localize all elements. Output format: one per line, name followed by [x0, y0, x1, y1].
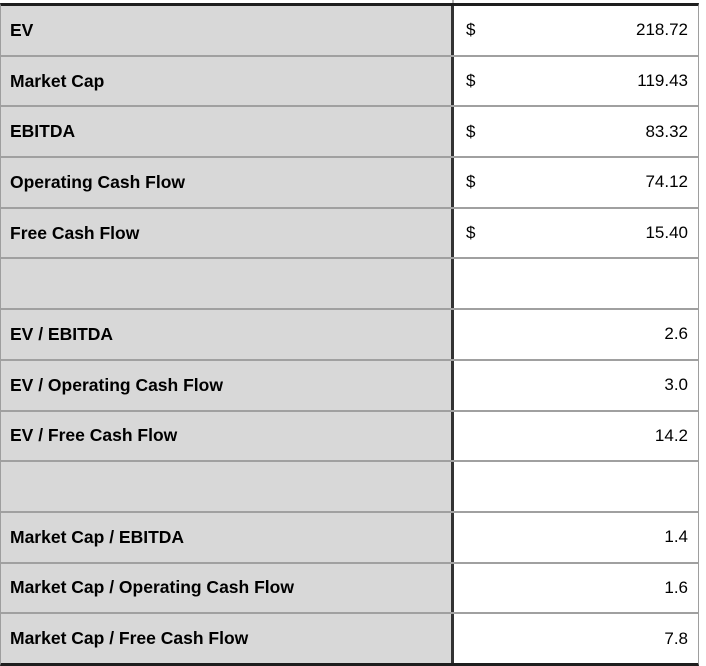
metric-label-cell[interactable]: EV / EBITDA: [1, 310, 451, 359]
metric-label: EV / Operating Cash Flow: [10, 374, 223, 395]
column-divider-notch: [452, 0, 454, 3]
metric-label-cell[interactable]: EBITDA: [1, 107, 451, 157]
metric-value: 1.4: [664, 527, 688, 547]
currency-symbol: $: [466, 71, 476, 91]
table-row: EV / EBITDA 2.6: [1, 310, 698, 361]
currency-symbol: $: [466, 121, 476, 141]
currency-symbol: $: [466, 172, 476, 192]
metric-label-cell[interactable]: Market Cap: [1, 56, 451, 106]
metric-value-cell[interactable]: $74.12: [451, 158, 698, 207]
metric-label: Market Cap: [10, 70, 105, 91]
metric-value-cell[interactable]: $119.43: [451, 56, 698, 106]
metric-label: Market Cap / Operating Cash Flow: [10, 577, 294, 598]
metric-value-cell[interactable]: [451, 462, 698, 511]
metric-value-cell[interactable]: $83.32: [451, 107, 698, 157]
metrics-table: EV $218.72 Market Cap $119.43 EBITDA $83.32 Op…: [0, 3, 699, 666]
metric-value-cell[interactable]: 1.4: [451, 512, 698, 562]
metric-value: 2.6: [664, 324, 688, 344]
metric-label-cell[interactable]: [1, 259, 451, 309]
table-row: Market Cap $119.43: [1, 56, 698, 108]
metric-label-cell[interactable]: [1, 462, 451, 511]
metric-value-cell[interactable]: $15.40: [451, 208, 698, 258]
metric-value: 15.40: [645, 223, 688, 243]
metric-label: EV / Free Cash Flow: [10, 425, 178, 446]
metric-label: Market Cap / EBITDA: [10, 526, 185, 547]
currency-symbol: $: [466, 223, 476, 243]
table-row: EV $218.72: [1, 6, 698, 57]
spacer-row: [1, 462, 698, 513]
metric-label: Market Cap / Free Cash Flow: [10, 628, 249, 649]
metric-value: 7.8: [664, 628, 688, 648]
metric-label-cell[interactable]: Operating Cash Flow: [1, 158, 451, 207]
currency-symbol: $: [466, 20, 476, 40]
metric-label-cell[interactable]: EV: [1, 6, 451, 55]
metric-label: EBITDA: [10, 121, 76, 142]
metric-value: 3.0: [664, 375, 688, 395]
metric-value-cell[interactable]: 1.6: [451, 563, 698, 613]
metric-value: 74.12: [645, 172, 688, 192]
metric-value-cell[interactable]: 14.2: [451, 411, 698, 461]
metric-value-cell[interactable]: 2.6: [451, 310, 698, 359]
table-row: EV / Free Cash Flow 14.2: [1, 411, 698, 463]
metric-value-cell[interactable]: 3.0: [451, 360, 698, 410]
table-row: Operating Cash Flow $74.12: [1, 158, 698, 209]
metric-label-cell[interactable]: Market Cap / Operating Cash Flow: [1, 563, 451, 613]
metric-label-cell[interactable]: Free Cash Flow: [1, 208, 451, 258]
metric-value-cell[interactable]: [451, 259, 698, 309]
metric-label-cell[interactable]: Market Cap / Free Cash Flow: [1, 614, 451, 663]
table-row: Market Cap / Free Cash Flow 7.8: [1, 614, 698, 663]
table-row: Free Cash Flow $15.40: [1, 208, 698, 260]
metric-label-cell[interactable]: EV / Free Cash Flow: [1, 411, 451, 461]
metric-label-cell[interactable]: EV / Operating Cash Flow: [1, 360, 451, 410]
spacer-row: [1, 259, 698, 311]
table-row: Market Cap / EBITDA 1.4: [1, 512, 698, 564]
metric-label-cell[interactable]: Market Cap / EBITDA: [1, 512, 451, 562]
metric-value-cell[interactable]: $218.72: [451, 6, 698, 55]
metric-value-cell[interactable]: 7.8: [451, 614, 698, 663]
metric-value: 1.6: [664, 577, 688, 597]
table-row: EV / Operating Cash Flow 3.0: [1, 360, 698, 412]
metric-value: 14.2: [654, 425, 688, 445]
metric-value: 83.32: [645, 121, 688, 141]
metric-value: 119.43: [637, 71, 688, 91]
table-row: EBITDA $83.32: [1, 107, 698, 159]
metric-label: EV: [10, 19, 34, 40]
table-row: Market Cap / Operating Cash Flow 1.6: [1, 563, 698, 615]
metric-label: Free Cash Flow: [10, 222, 140, 243]
metric-label: EV / EBITDA: [10, 323, 114, 344]
metric-value: 218.72: [636, 20, 688, 40]
metric-label: Operating Cash Flow: [10, 171, 186, 192]
